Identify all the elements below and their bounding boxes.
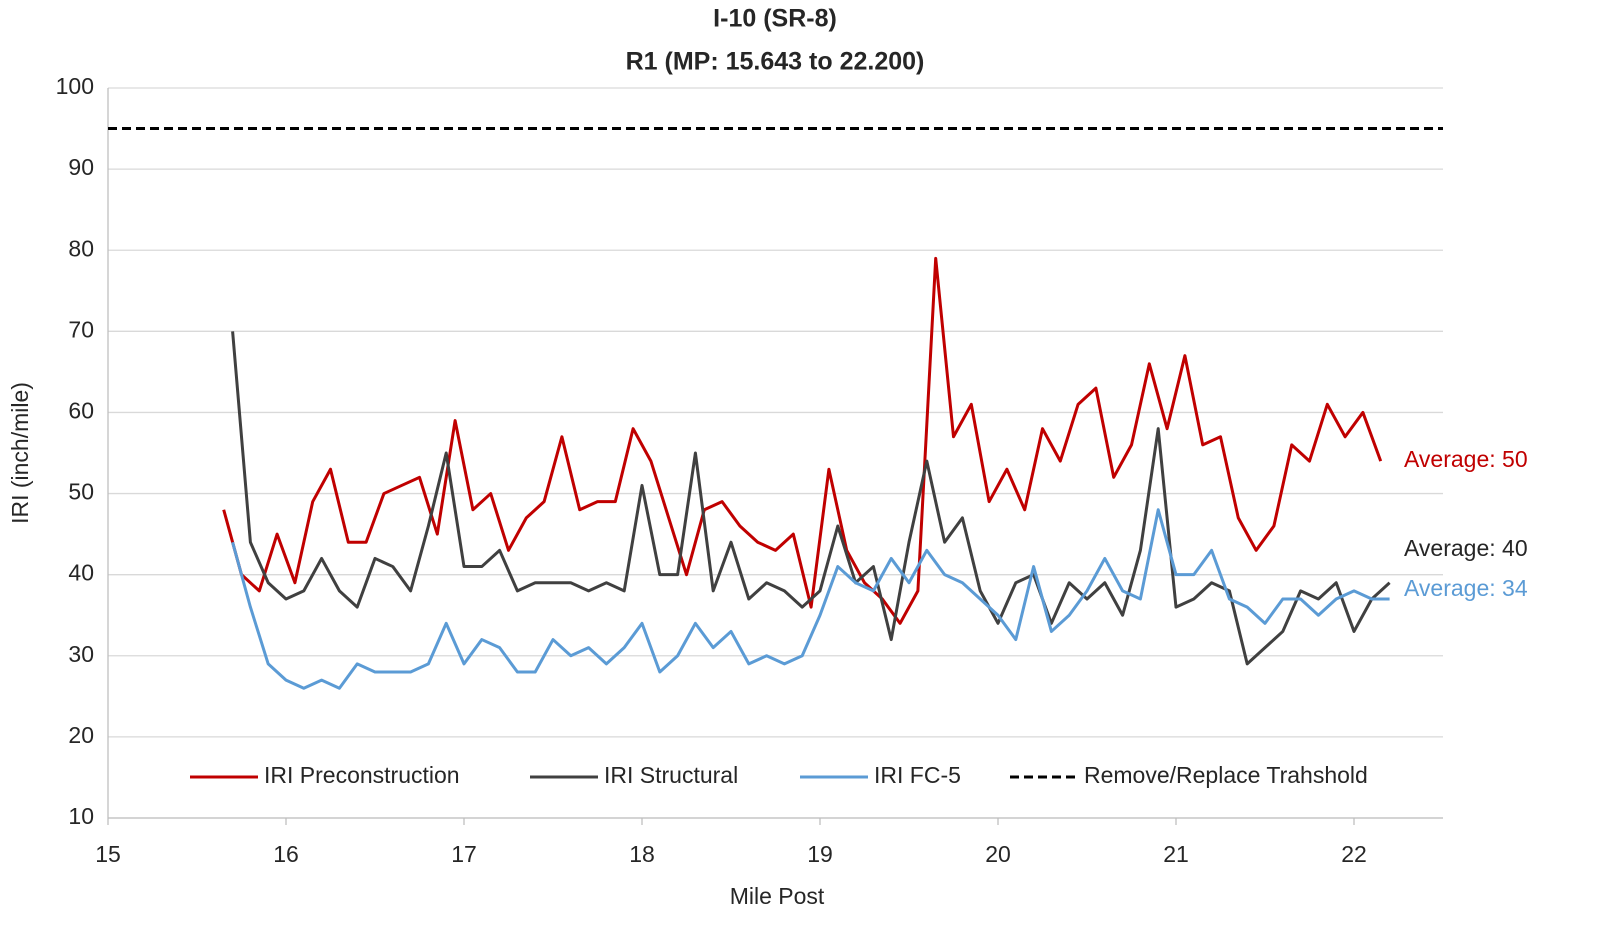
- x-tick-label: 18: [629, 841, 655, 867]
- x-tick-label: 16: [273, 841, 299, 867]
- y-tick-label: 10: [68, 803, 94, 829]
- x-tick-label: 17: [451, 841, 477, 867]
- x-tick-label: 19: [807, 841, 833, 867]
- legend-label: Remove/Replace Trahshold: [1084, 762, 1368, 788]
- y-tick-label: 30: [68, 641, 94, 667]
- y-tick-label: 20: [68, 722, 94, 748]
- x-tick-label: 15: [95, 841, 121, 867]
- y-tick-label: 80: [68, 235, 94, 261]
- annotation: Average: 50: [1404, 446, 1528, 472]
- legend-label: IRI Structural: [604, 762, 738, 788]
- y-tick-label: 90: [68, 154, 94, 180]
- data-line: [222, 256, 1383, 625]
- y-tick-label: 70: [68, 316, 94, 342]
- y-axis-label: IRI (inch/mile): [7, 382, 33, 524]
- y-tick-label: 40: [68, 560, 94, 586]
- legend-label: IRI Preconstruction: [264, 762, 460, 788]
- annotation: Average: 34: [1404, 575, 1528, 601]
- annotation: Average: 40: [1404, 535, 1528, 561]
- x-tick-label: 22: [1341, 841, 1367, 867]
- y-tick-label: 100: [56, 73, 94, 99]
- legend-label: IRI FC-5: [874, 762, 961, 788]
- x-axis-label: Mile Post: [730, 883, 825, 909]
- x-tick-label: 21: [1163, 841, 1189, 867]
- data-line: [231, 331, 1391, 666]
- chart-subtitle: R1 (MP: 15.643 to 22.200): [626, 48, 925, 76]
- data-line: [231, 508, 1390, 690]
- y-tick-label: 50: [68, 479, 94, 505]
- y-tick-label: 60: [68, 398, 94, 424]
- x-tick-label: 20: [985, 841, 1011, 867]
- chart-title: I-10 (SR-8): [713, 5, 837, 33]
